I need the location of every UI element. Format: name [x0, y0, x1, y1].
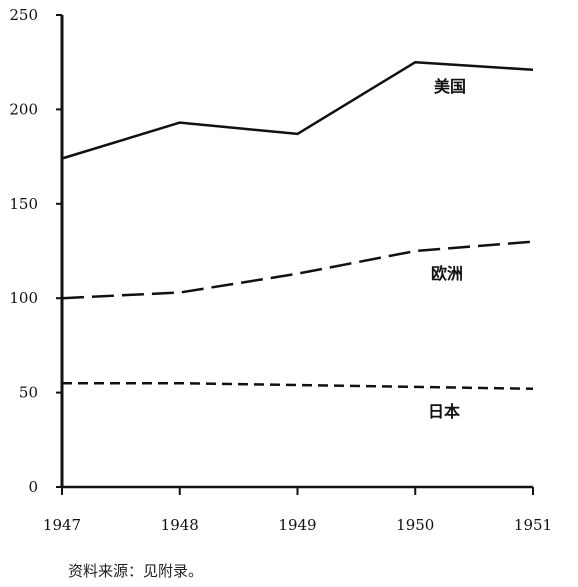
- x-tick-label: 1951: [514, 516, 552, 534]
- y-tick-label: 200: [9, 100, 38, 118]
- source-note: 资料来源：见附录。: [68, 562, 204, 580]
- series-line: [62, 381, 534, 391]
- series-label: 日本: [428, 402, 460, 421]
- series-line: [61, 60, 534, 160]
- series-lines: [61, 60, 534, 391]
- y-tick-label: 250: [9, 6, 38, 24]
- series-label: 欧洲: [431, 264, 463, 283]
- y-tick-label: 150: [9, 195, 38, 213]
- x-tick-label: 1950: [396, 516, 434, 534]
- ticks: 0 50 100 150 200 250 1947 1948 1949 1950 1951: [9, 6, 552, 534]
- x-tick-label: 1947: [43, 516, 81, 534]
- y-tick-label: 100: [9, 289, 38, 307]
- x-tick-label: 1948: [161, 516, 199, 534]
- y-tick-label: 0: [28, 478, 38, 496]
- series-line: [61, 240, 534, 300]
- series-label: 美国: [434, 77, 466, 96]
- y-tick-label: 50: [19, 384, 38, 402]
- x-tick-label: 1949: [278, 516, 316, 534]
